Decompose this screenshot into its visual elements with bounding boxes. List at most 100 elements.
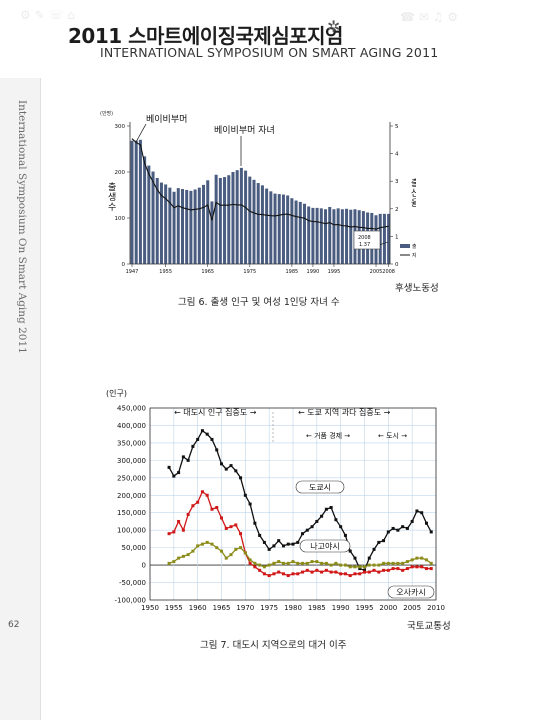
series-marker xyxy=(229,525,233,529)
y-tick-label: 400,000 xyxy=(117,422,146,430)
series-marker xyxy=(272,544,276,548)
series-marker xyxy=(191,444,195,448)
x-tick-label: 1965 xyxy=(201,269,214,275)
series-marker xyxy=(353,572,357,576)
series-marker xyxy=(386,561,390,565)
series-marker xyxy=(224,526,228,530)
series-marker xyxy=(339,572,343,576)
x-tick-label: 1985 xyxy=(286,269,299,275)
bar xyxy=(159,182,163,264)
bar xyxy=(197,187,201,264)
bar xyxy=(324,209,328,264)
line-series xyxy=(131,138,389,230)
decorative-icon-pattern: ⚙ ✎ ☏ ⌂ xyxy=(20,8,75,22)
series-marker xyxy=(301,570,305,574)
series-marker xyxy=(243,551,247,555)
bar xyxy=(298,201,302,264)
series-marker xyxy=(224,556,228,560)
bar xyxy=(256,183,260,264)
bar xyxy=(281,194,285,264)
bar xyxy=(164,184,168,264)
series-marker xyxy=(367,556,371,560)
symposium-title-english: INTERNATIONAL SYMPOSIUM ON SMART AGING 2… xyxy=(100,45,439,60)
bar xyxy=(244,170,248,264)
line-series-group xyxy=(167,429,433,578)
series-marker xyxy=(391,561,395,565)
bar xyxy=(239,167,243,264)
series-marker xyxy=(334,518,338,522)
series-marker xyxy=(196,544,200,548)
bar xyxy=(168,187,172,264)
right-tick-label: 0 xyxy=(395,262,399,268)
series-marker xyxy=(267,547,271,551)
page-number: 62 xyxy=(8,620,20,630)
x-tick-label: 1955 xyxy=(159,269,172,275)
series-marker xyxy=(310,570,314,574)
series-marker xyxy=(315,568,319,572)
x-tick-label: 2005 xyxy=(370,269,383,275)
series-marker xyxy=(281,561,285,565)
series-marker xyxy=(196,500,200,504)
x-tick-label: 1975 xyxy=(260,604,278,612)
x-tick-label: 1975 xyxy=(243,269,256,275)
series-marker xyxy=(367,563,371,567)
series-marker xyxy=(248,558,252,562)
series-marker xyxy=(239,532,243,536)
series-marker xyxy=(239,546,243,550)
series-marker xyxy=(334,561,338,565)
bar xyxy=(202,184,206,264)
series-marker xyxy=(172,474,176,478)
side-bar xyxy=(0,78,41,720)
x-tick-label: 1990 xyxy=(332,604,350,612)
series-marker xyxy=(167,561,171,565)
series-marker xyxy=(382,568,386,572)
series-marker xyxy=(405,567,409,571)
figure-migration-chart: (인구) 450,000 400,000 350,000 300,000 250,000… xyxy=(100,386,450,626)
series-marker xyxy=(401,525,405,529)
series-marker xyxy=(186,458,190,462)
y-tick-label: 100,000 xyxy=(117,527,146,535)
x-tick-label: 1980 xyxy=(284,604,302,612)
series-marker xyxy=(420,565,424,569)
series-marker xyxy=(262,540,266,544)
y-tick-label: -100,000 xyxy=(115,597,146,605)
bar xyxy=(311,207,315,264)
series-marker xyxy=(339,563,343,567)
series-marker xyxy=(220,549,223,553)
sub-header-bubble: ← 거품 경제 → xyxy=(306,431,350,440)
series-marker xyxy=(315,519,319,523)
left-tick-label: 0 xyxy=(122,262,126,268)
y-tick-label: 50,000 xyxy=(122,544,147,552)
bar xyxy=(315,207,319,264)
series-name-label: 도쿄시 xyxy=(309,483,331,492)
series-marker xyxy=(429,530,433,534)
series-marker xyxy=(410,565,414,569)
x-tick-label: 1985 xyxy=(308,604,326,612)
bar xyxy=(214,174,218,264)
bar xyxy=(231,172,235,264)
series-marker xyxy=(320,514,324,518)
series-marker xyxy=(224,467,228,471)
series-marker xyxy=(291,572,295,576)
left-tick-label: 300 xyxy=(115,124,126,130)
bar xyxy=(180,189,184,264)
series-marker xyxy=(429,567,433,571)
series-marker xyxy=(253,561,257,565)
bar xyxy=(340,209,344,264)
series-marker xyxy=(420,556,424,560)
series-marker xyxy=(353,556,357,560)
bar xyxy=(286,195,290,264)
x-tick-label: 2010 xyxy=(427,604,445,612)
migration-chart-svg: (인구) 450,000 400,000 350,000 300,000 250,000… xyxy=(100,386,450,626)
series-marker xyxy=(196,437,200,441)
bar xyxy=(332,209,336,264)
annotation-baby-boomer: 베이비부머 xyxy=(146,114,187,125)
series-marker xyxy=(262,572,266,576)
bar xyxy=(294,200,298,264)
bar-series xyxy=(130,139,391,264)
series-marker xyxy=(186,553,190,557)
chart-unit-label: (인구) xyxy=(106,388,127,398)
series-marker xyxy=(248,561,252,565)
